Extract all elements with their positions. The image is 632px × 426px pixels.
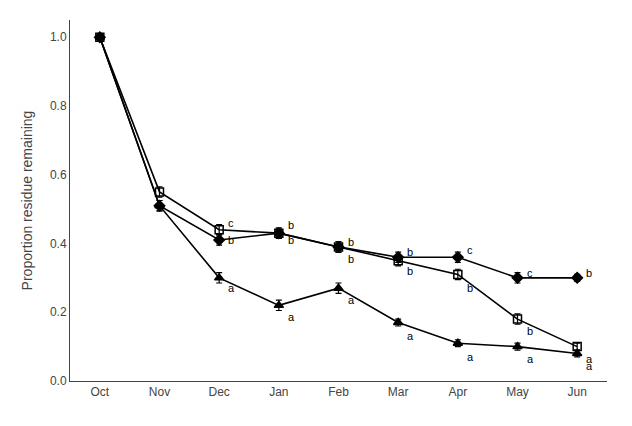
- svg-text:b: b: [527, 325, 533, 337]
- svg-text:b: b: [288, 219, 294, 231]
- svg-text:c: c: [228, 217, 234, 229]
- svg-text:1.0: 1.0: [50, 30, 67, 44]
- svg-text:Dec: Dec: [208, 385, 229, 399]
- svg-text:b: b: [228, 234, 234, 246]
- svg-text:Oct: Oct: [90, 385, 109, 399]
- svg-text:b: b: [348, 236, 354, 248]
- svg-text:Apr: Apr: [448, 385, 467, 399]
- svg-text:b: b: [586, 267, 592, 279]
- svg-text:b: b: [467, 282, 473, 294]
- svg-text:b: b: [407, 265, 413, 277]
- svg-text:b: b: [407, 246, 413, 258]
- svg-text:a: a: [348, 294, 355, 306]
- svg-text:Jan: Jan: [269, 385, 288, 399]
- svg-text:a: a: [288, 311, 295, 323]
- svg-text:Jun: Jun: [567, 385, 586, 399]
- svg-text:0.2: 0.2: [50, 305, 67, 319]
- svg-text:0.8: 0.8: [50, 99, 67, 113]
- svg-text:a: a: [586, 353, 593, 365]
- svg-text:Feb: Feb: [328, 385, 349, 399]
- svg-text:0.6: 0.6: [50, 168, 67, 182]
- svg-text:a: a: [586, 360, 593, 372]
- svg-text:a: a: [527, 353, 534, 365]
- svg-text:a: a: [228, 282, 235, 294]
- svg-text:a: a: [467, 351, 474, 363]
- svg-text:b: b: [288, 234, 294, 246]
- svg-text:c: c: [527, 267, 533, 279]
- svg-text:Mar: Mar: [388, 385, 409, 399]
- svg-text:0.4: 0.4: [50, 237, 67, 251]
- svg-text:b: b: [348, 253, 354, 265]
- svg-text:Nov: Nov: [149, 385, 170, 399]
- svg-text:Proportion residue remaining: Proportion residue remaining: [19, 111, 35, 291]
- svg-text:May: May: [506, 385, 529, 399]
- svg-text:0.0: 0.0: [50, 374, 67, 388]
- svg-text:a: a: [407, 330, 414, 342]
- svg-text:c: c: [467, 244, 473, 256]
